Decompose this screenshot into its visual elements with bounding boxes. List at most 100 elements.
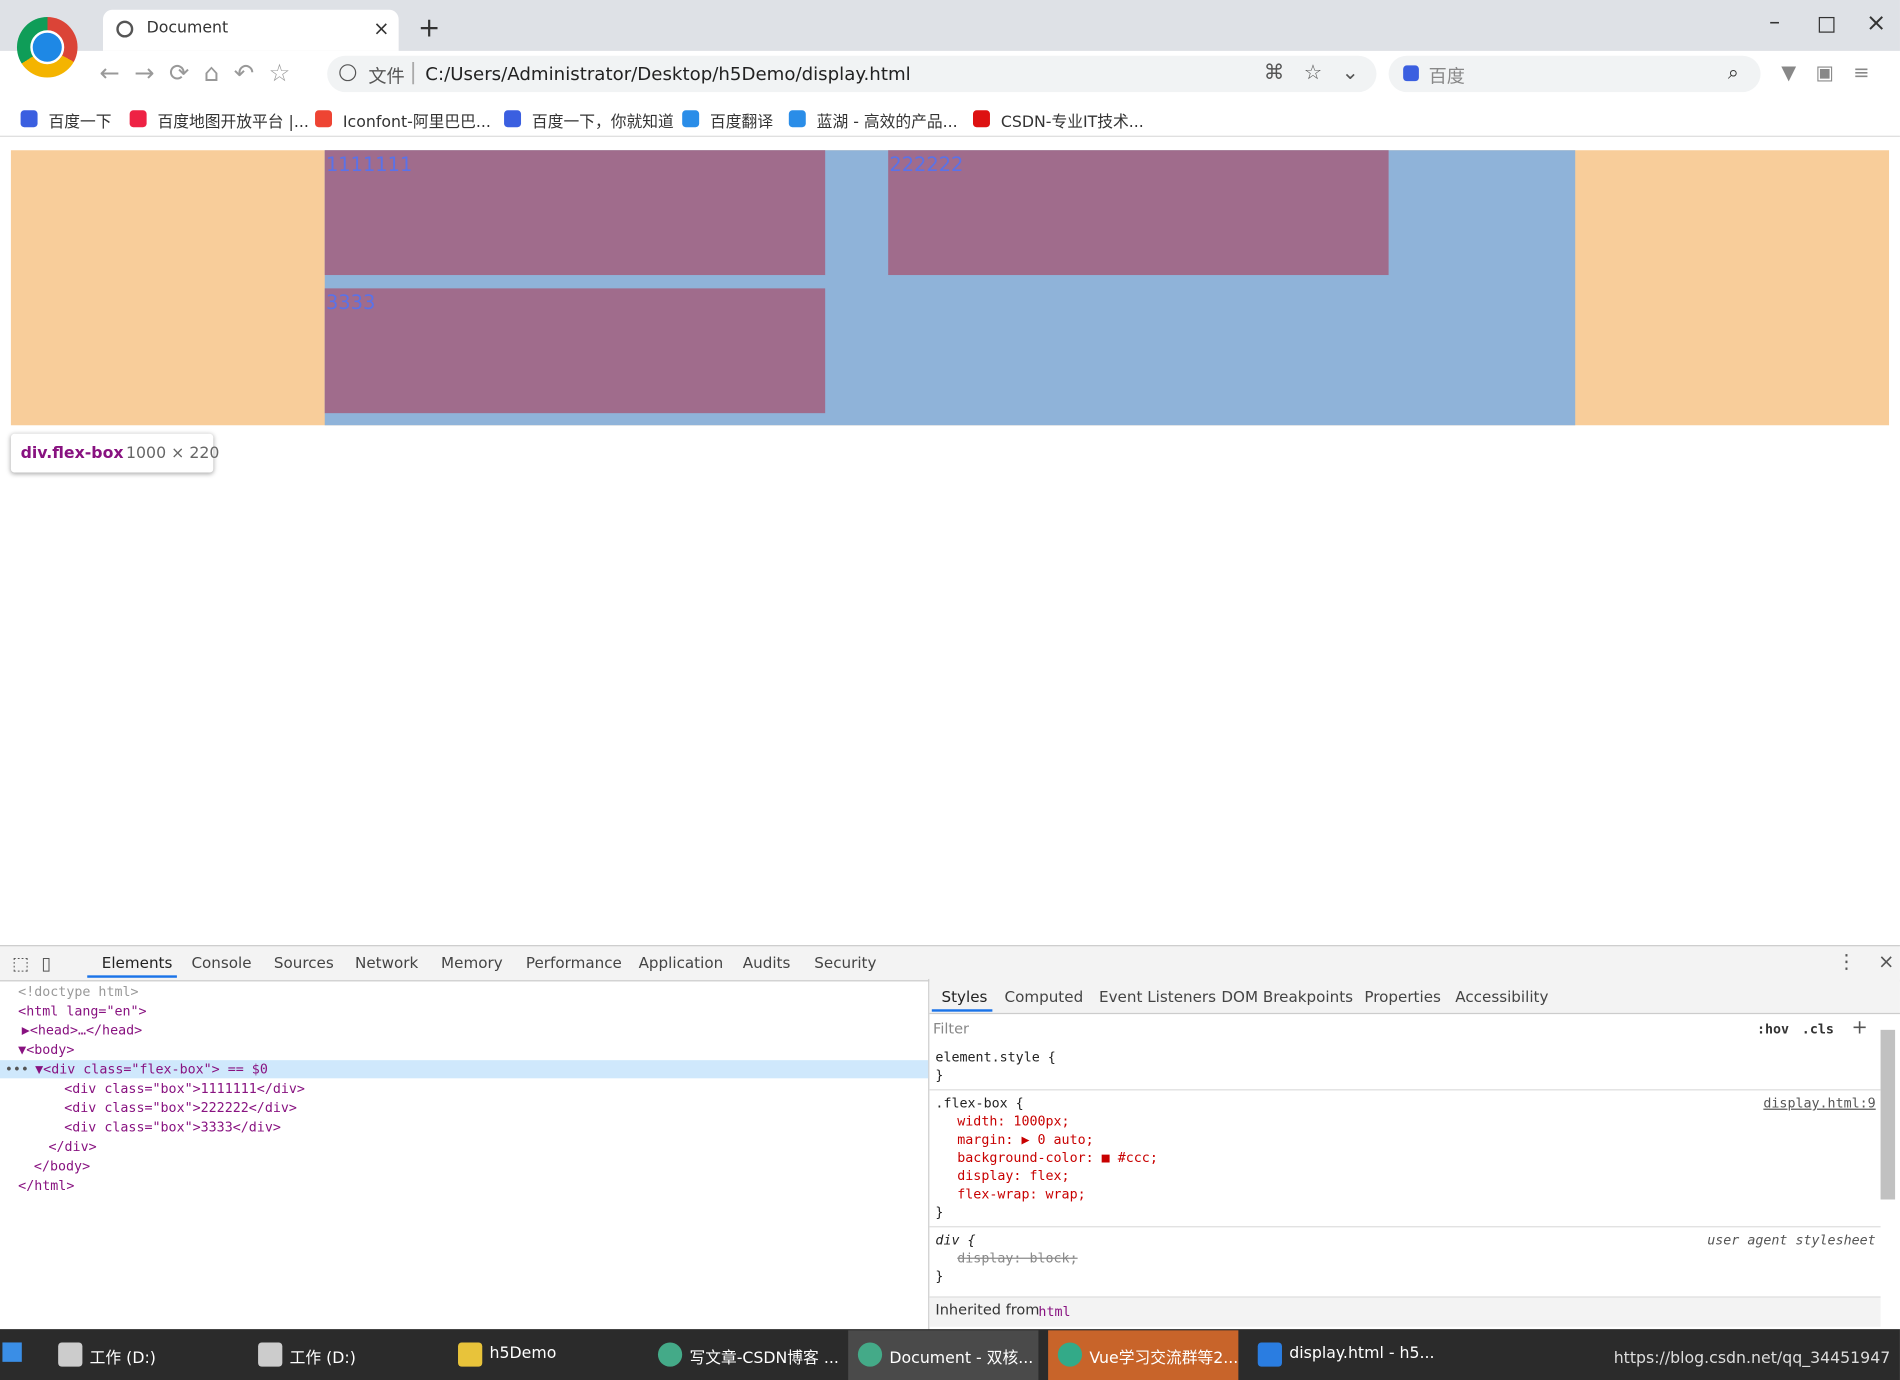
selected-node: [0, 1060, 929, 1079]
maximize[interactable]: [1818, 16, 1835, 33]
taskbar-label: 写文章-CSDN博客 ...: [689, 1349, 839, 1368]
devtools-tab[interactable]: Performance: [525, 953, 622, 972]
devtools-tab[interactable]: Audits: [742, 953, 791, 972]
declaration: margin: ▶ 0 auto;: [957, 1131, 1094, 1148]
devtools-tab[interactable]: Console: [191, 953, 252, 972]
rule-divider: [929, 1226, 1881, 1228]
new-rule[interactable]: +: [1851, 1015, 1868, 1039]
styles-tab[interactable]: Properties: [1364, 987, 1441, 1006]
taskbar-icon: [458, 1342, 483, 1367]
tree-line: </div>: [48, 1138, 97, 1155]
info-icon: [339, 64, 357, 82]
nav-buttons[interactable]: ←→⟳⌂↶☆: [99, 58, 305, 88]
declaration: background-color: ■ #ccc;: [957, 1149, 1158, 1166]
search-placeholder: 百度: [1428, 65, 1465, 88]
styles-tabbar: [929, 978, 1900, 1015]
bookmark-icon: [682, 110, 700, 128]
rule-close: }: [935, 1067, 944, 1084]
taskbar-icon: [857, 1342, 883, 1367]
bookmark[interactable]: 百度翻译: [710, 113, 774, 133]
declaration: flex-wrap: wrap;: [957, 1186, 1086, 1202]
box: [888, 150, 1389, 276]
bookmark-icon: [129, 110, 147, 128]
bookmark[interactable]: 百度一下，你就知道: [531, 113, 674, 133]
bookmark[interactable]: 蓝湖 - 高效的产品...: [816, 113, 958, 133]
taskbar-icon: [258, 1342, 283, 1367]
styles-tab[interactable]: DOM Breakpoints: [1221, 987, 1354, 1006]
filter-input[interactable]: Filter: [933, 1020, 970, 1038]
address-url: C:/Users/Administrator/Desktop/h5Demo/di…: [425, 63, 911, 85]
bookmark-icon: [788, 110, 806, 128]
rule-divider: [929, 1089, 1881, 1091]
bookmark[interactable]: CSDN-专业IT技术...: [1000, 113, 1144, 133]
box-text: 1111111: [325, 152, 413, 176]
inherited-element[interactable]: html: [1038, 1303, 1071, 1320]
styles-tab[interactable]: Styles: [941, 987, 988, 1006]
tooltip-selector: div.flex-box: [20, 444, 124, 463]
scrollbar: [1880, 1029, 1896, 1200]
close-window[interactable]: ×: [1866, 7, 1887, 37]
devtools-tools[interactable]: ⬚▯: [12, 952, 64, 975]
devtools-tab[interactable]: Memory: [441, 953, 503, 972]
taskbar-label: Vue学习交流群等2...: [1089, 1349, 1239, 1368]
bookmark-icon: [315, 110, 333, 128]
devtools-menu[interactable]: ⋮×: [1836, 949, 1894, 973]
bookmark[interactable]: 百度一下: [48, 113, 112, 133]
devtools-tab[interactable]: Network: [355, 953, 419, 972]
tab-close[interactable]: ×: [373, 16, 390, 40]
bookmark-icon: [972, 110, 990, 128]
search-icon[interactable]: ⌕: [1727, 60, 1739, 84]
styles-tab[interactable]: Event Listeners: [1099, 987, 1217, 1006]
tree-line: </html>: [18, 1177, 75, 1194]
tree-line: <div class="box">222222</div>: [64, 1100, 297, 1116]
box-text: 222222: [889, 152, 964, 176]
filter-button[interactable]: :hov: [1756, 1021, 1790, 1038]
tree-line: ▼<body>: [18, 1041, 75, 1058]
active-underline: [931, 1009, 993, 1012]
active-tab[interactable]: [102, 9, 399, 51]
styles-tab[interactable]: Accessibility: [1455, 987, 1549, 1006]
bookmark[interactable]: 百度地图开放平台 |...: [157, 113, 309, 133]
declaration: display: flex;: [957, 1167, 1070, 1184]
tree-line: <!doctype html>: [18, 983, 139, 1000]
declaration: display: block;: [957, 1250, 1078, 1267]
extensions[interactable]: ▼▣≡: [1781, 60, 1889, 84]
box-text: 3333: [325, 290, 376, 314]
search-box[interactable]: [1388, 55, 1761, 93]
styles-tab[interactable]: Computed: [1004, 987, 1084, 1006]
rule-source[interactable]: display.html:9: [1763, 1095, 1876, 1112]
tab-title: Document: [146, 19, 229, 38]
devtools-tab[interactable]: Security: [814, 953, 877, 972]
tree-line: ▼<div class="flex-box"> == $0: [35, 1061, 268, 1078]
address-actions[interactable]: ⌘☆⌄: [1263, 60, 1379, 85]
devtools-tab[interactable]: Sources: [273, 953, 334, 972]
filter-button[interactable]: .cls: [1801, 1021, 1834, 1038]
taskbar-icon: [58, 1342, 83, 1367]
taskbar-label: 工作 (D:): [89, 1349, 156, 1368]
node-dots: •••: [4, 1061, 29, 1078]
bookmarks-bar: [0, 102, 1900, 137]
minimize[interactable]: –: [1769, 9, 1780, 36]
browser-logo: [16, 16, 78, 78]
inherited-label: Inherited from: [935, 1301, 1040, 1319]
taskbar-label: Document - 双核...: [889, 1349, 1034, 1368]
address-prefix: 文件: [368, 65, 405, 88]
bookmark-icon: [504, 110, 522, 128]
taskbar-label: display.html - h5...: [1289, 1344, 1435, 1364]
inspect-tooltip: [10, 433, 214, 473]
tree-line: <div class="box">3333</div>: [64, 1119, 281, 1136]
bookmark[interactable]: Iconfont-阿里巴巴...: [342, 113, 491, 133]
taskbar-icon: [1057, 1342, 1083, 1367]
rule-close: }: [935, 1268, 944, 1285]
devtools-tab[interactable]: Application: [638, 953, 724, 972]
start-button[interactable]: [2, 1342, 22, 1362]
new-tab[interactable]: +: [418, 13, 441, 44]
taskbar-icon: [657, 1342, 683, 1367]
active-underline: [87, 975, 177, 978]
address-bar[interactable]: [327, 55, 1377, 93]
devtools-tab[interactable]: Elements: [101, 953, 173, 972]
tree-line: <div class="box">1111111</div>: [64, 1080, 305, 1097]
taskbar-label: h5Demo: [489, 1344, 557, 1364]
pane-divider: [928, 978, 930, 1331]
